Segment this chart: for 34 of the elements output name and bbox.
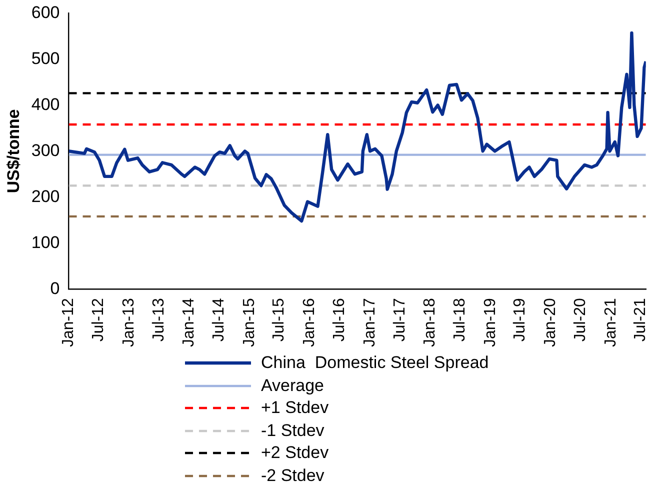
x-tick-label: Jul-12	[90, 298, 108, 342]
x-tick-label: Jul-21	[632, 298, 650, 342]
x-tick-label: Jan-15	[240, 298, 258, 347]
x-tick-label: Jan-13	[120, 298, 138, 347]
x-tick-label: Jan-19	[482, 298, 499, 347]
legend-label: -1 Stdev	[261, 420, 324, 441]
y-axis-title: US$/tonne	[4, 109, 23, 194]
x-tick-label: Jul-16	[331, 298, 348, 342]
x-tick-label: Jan-14	[180, 298, 198, 347]
y-tick-label: 100	[31, 232, 60, 252]
y-tick-label: 400	[31, 94, 60, 114]
legend-label: -2 Stdev	[261, 466, 324, 486]
y-tick-label: 300	[31, 140, 60, 160]
legend-label: China Domestic Steel Spread	[261, 353, 489, 374]
x-tick-label: Jan-12	[60, 298, 78, 347]
legend-label: Average	[261, 376, 324, 396]
y-tick-label: 500	[31, 48, 60, 68]
x-tick-label: Jan-16	[301, 298, 318, 347]
x-tick-label: Jul-20	[572, 298, 589, 342]
x-tick-label: Jan-20	[542, 298, 559, 347]
x-tick-label: Jul-14	[210, 298, 228, 342]
x-tick-label: Jul-17	[391, 298, 408, 342]
x-tick-label: Jan-18	[422, 298, 439, 347]
legend-label: +2 Stdev	[261, 443, 329, 464]
legend-label: +1 Stdev	[261, 398, 329, 418]
x-tick-label: Jul-13	[150, 298, 168, 342]
x-tick-label: Jul-15	[270, 298, 288, 342]
y-tick-label: 600	[31, 2, 60, 22]
x-tick-label: Jul-19	[512, 298, 529, 342]
y-tick-label: 0	[50, 278, 60, 298]
x-tick-label: Jan-17	[361, 298, 378, 347]
y-tick-label: 200	[31, 186, 60, 206]
x-tick-label: Jul-18	[451, 298, 468, 342]
x-tick-label: Jan-21	[602, 298, 620, 347]
